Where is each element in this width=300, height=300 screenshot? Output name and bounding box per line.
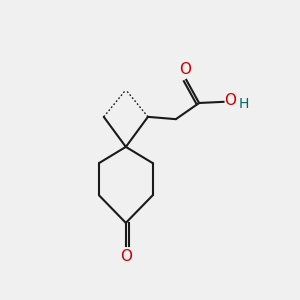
Text: O: O [224, 93, 236, 108]
Text: H: H [238, 97, 248, 111]
Text: O: O [120, 249, 132, 264]
Text: O: O [179, 62, 191, 77]
